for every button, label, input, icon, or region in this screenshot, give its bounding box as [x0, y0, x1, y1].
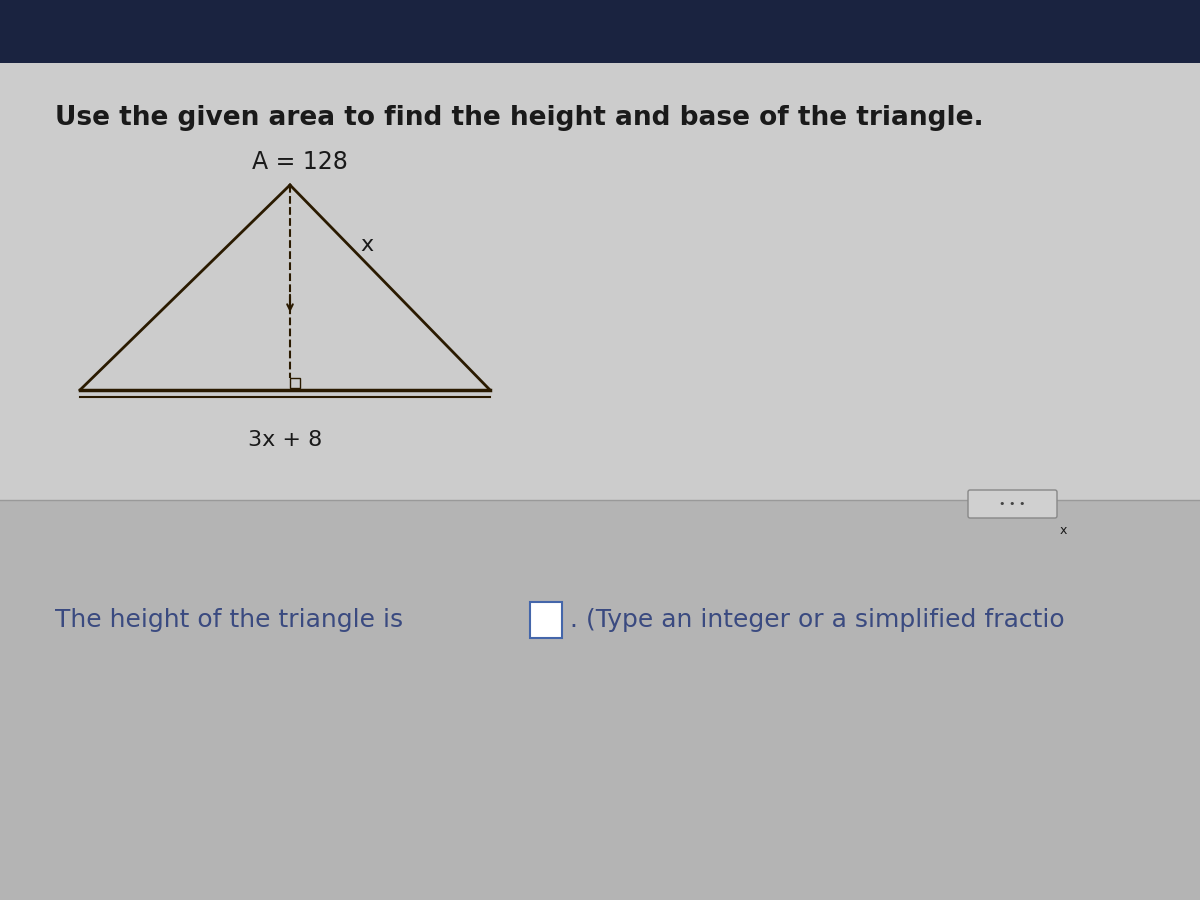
- Bar: [0, 500, 1200, 900]
- Text: Use the given area to find the height and base of the triangle.: Use the given area to find the height an…: [55, 105, 984, 131]
- FancyBboxPatch shape: [968, 490, 1057, 518]
- Text: A = 128: A = 128: [252, 150, 348, 174]
- Text: The height of the triangle is: The height of the triangle is: [55, 608, 403, 632]
- Bar: [530, 602, 562, 638]
- Text: • • •: • • •: [1000, 499, 1026, 509]
- Bar: [290, 378, 300, 388]
- Text: x: x: [1060, 524, 1067, 536]
- Bar: [0, 0, 1200, 63]
- Bar: [0, 63, 1200, 500]
- Text: 3x + 8: 3x + 8: [248, 430, 322, 450]
- Text: . (Type an integer or a simplified fractio: . (Type an integer or a simplified fract…: [570, 608, 1064, 632]
- Text: x: x: [360, 235, 373, 255]
